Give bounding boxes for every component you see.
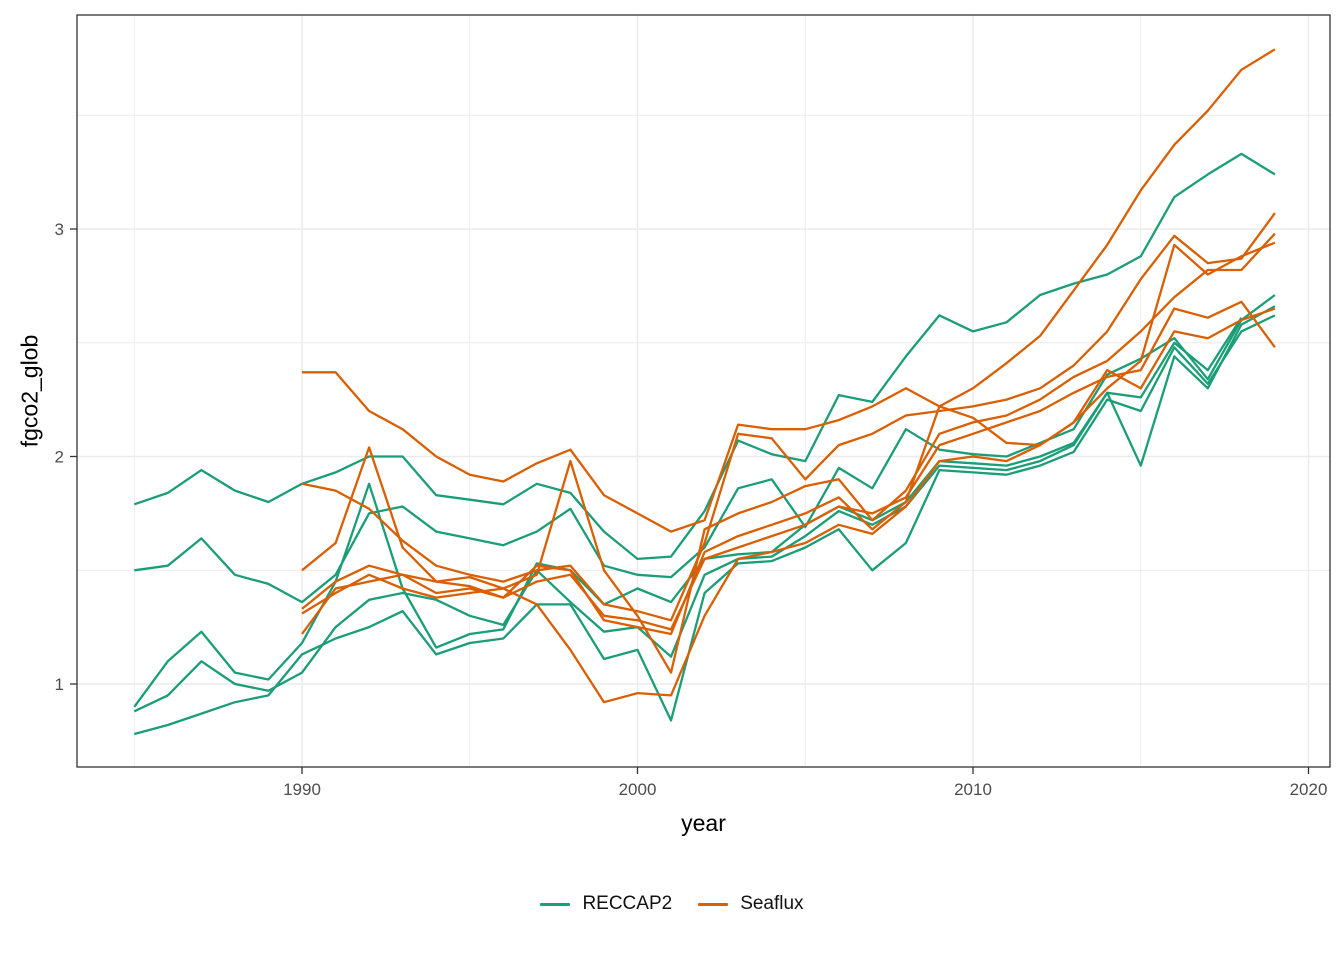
- panel-border: [76, 14, 1331, 768]
- seaflux-line-swatch-icon: [698, 902, 729, 906]
- reccap2-line-swatch-icon: [540, 902, 571, 906]
- plot-panel: [77, 15, 1330, 767]
- legend-item-reccap2: RECCAP2: [540, 893, 672, 915]
- x-tick-label: 2020: [1290, 780, 1328, 799]
- y-tick-label: 2: [55, 448, 64, 467]
- series-line-reccap2-model-5: [134, 314, 1276, 736]
- series-line-seaflux-product-1: [302, 48, 1276, 533]
- line-chart-canvas: 1990 2000 2010 2020 1 2 3: [55, 14, 1331, 799]
- series-line-reccap2-model-4: [133, 317, 1243, 713]
- x-tick-label: 1990: [283, 780, 321, 799]
- legend-label-reccap2: RECCAP2: [582, 893, 673, 914]
- series-line-seaflux-product-6: [301, 300, 1276, 635]
- legend-item-seaflux: Seaflux: [698, 893, 804, 915]
- series-line-seaflux-product-2: [301, 212, 1276, 622]
- x-axis-title: year: [681, 810, 726, 836]
- series-line-reccap2-model-1: [133, 152, 1276, 561]
- y-tick-label: 1: [55, 675, 64, 694]
- legend: RECCAP2 Seaflux: [0, 893, 1344, 915]
- y-tick-label: 3: [55, 220, 64, 239]
- series-line-seaflux-product-3: [301, 232, 1276, 674]
- x-tick-label: 2010: [954, 780, 992, 799]
- legend-label-seaflux: Seaflux: [740, 893, 804, 914]
- y-axis-title: fgco2_glob: [16, 334, 43, 448]
- series-line-seaflux-product-4: [301, 307, 1276, 704]
- x-tick-label: 2000: [619, 780, 657, 799]
- series-line-seaflux-product-5: [301, 241, 1276, 636]
